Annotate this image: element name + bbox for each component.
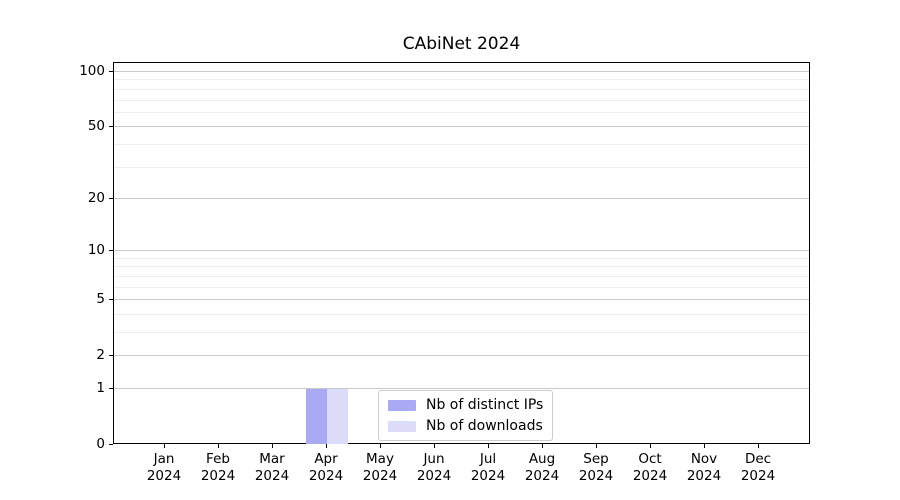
gridline-major [114, 299, 809, 301]
gridline-major [114, 126, 809, 128]
legend: Nb of distinct IPs Nb of downloads [378, 390, 554, 441]
y-axis-tick-label: 20 [87, 190, 105, 206]
y-axis-tick-label: 50 [87, 118, 105, 134]
x-axis-tick-label: Jan 2024 [146, 451, 182, 484]
y-axis-tick-label: 2 [96, 347, 105, 363]
x-axis-tick-label: May 2024 [362, 451, 398, 484]
legend-label-distinct-ips: Nb of distinct IPs [426, 397, 544, 413]
gridline-minor [114, 79, 809, 81]
gridline-minor [114, 331, 809, 333]
x-axis-tick [704, 444, 705, 448]
legend-entry-downloads: Nb of downloads [388, 418, 543, 434]
x-axis-tick [542, 444, 543, 448]
gridline-minor [114, 257, 809, 259]
x-axis-tick [488, 444, 489, 448]
x-axis-tick [380, 444, 381, 448]
x-axis-tick-label: Oct 2024 [632, 451, 668, 484]
x-axis-tick-label: Dec 2024 [740, 451, 776, 484]
x-axis-tick [164, 444, 165, 448]
x-axis-tick [434, 444, 435, 448]
x-axis-tick [758, 444, 759, 448]
gridline-minor [114, 99, 809, 101]
gridline-minor [114, 88, 809, 90]
x-axis-tick-label: Mar 2024 [254, 451, 290, 484]
x-axis-tick-label: Jun 2024 [416, 451, 452, 484]
gridline-minor [114, 266, 809, 268]
legend-entry-distinct-ips: Nb of distinct IPs [388, 397, 543, 413]
y-axis-tick [109, 198, 113, 199]
x-axis-tick [218, 444, 219, 448]
gridline-minor [114, 166, 809, 168]
gridline-major [114, 355, 809, 357]
x-axis-tick-label: Feb 2024 [200, 451, 236, 484]
y-axis-tick [109, 388, 113, 389]
bar-downloads [327, 389, 349, 444]
x-axis-tick-label: Sep 2024 [578, 451, 614, 484]
gridline-minor [114, 286, 809, 288]
y-axis-tick [109, 355, 113, 356]
x-axis-tick [650, 444, 651, 448]
y-axis-tick [109, 126, 113, 127]
x-axis-tick-label: Jul 2024 [470, 451, 506, 484]
x-axis-tick [272, 444, 273, 448]
y-axis-tick-label: 100 [79, 63, 105, 79]
y-axis-tick-label: 0 [96, 436, 105, 452]
legend-label-downloads: Nb of downloads [426, 418, 543, 434]
y-axis-tick-label: 10 [87, 242, 105, 258]
y-axis-tick [109, 444, 113, 445]
y-axis-tick [109, 71, 113, 72]
gridline-major [114, 387, 809, 389]
y-axis-tick-label: 5 [96, 291, 105, 307]
y-axis-tick-label: 1 [96, 380, 105, 396]
gridline-minor [114, 111, 809, 113]
x-axis-tick [326, 444, 327, 448]
bar-distinct-ips [306, 389, 328, 444]
y-axis-tick [109, 250, 113, 251]
x-axis-tick-label: Aug 2024 [524, 451, 560, 484]
gridline-major [114, 197, 809, 199]
x-axis-tick [596, 444, 597, 448]
gridline-major [114, 250, 809, 252]
gridline-minor [114, 143, 809, 145]
chart-title: CAbiNet 2024 [402, 34, 521, 54]
gridline-minor [114, 313, 809, 315]
x-axis-tick-label: Apr 2024 [308, 451, 344, 484]
legend-swatch-downloads-icon [388, 420, 416, 432]
plot-area [113, 62, 810, 444]
gridline-minor [114, 275, 809, 277]
y-axis-tick [109, 299, 113, 300]
legend-swatch-distinct-ips-icon [388, 399, 416, 411]
x-axis-tick-label: Nov 2024 [686, 451, 722, 484]
gridline-major [114, 71, 809, 73]
